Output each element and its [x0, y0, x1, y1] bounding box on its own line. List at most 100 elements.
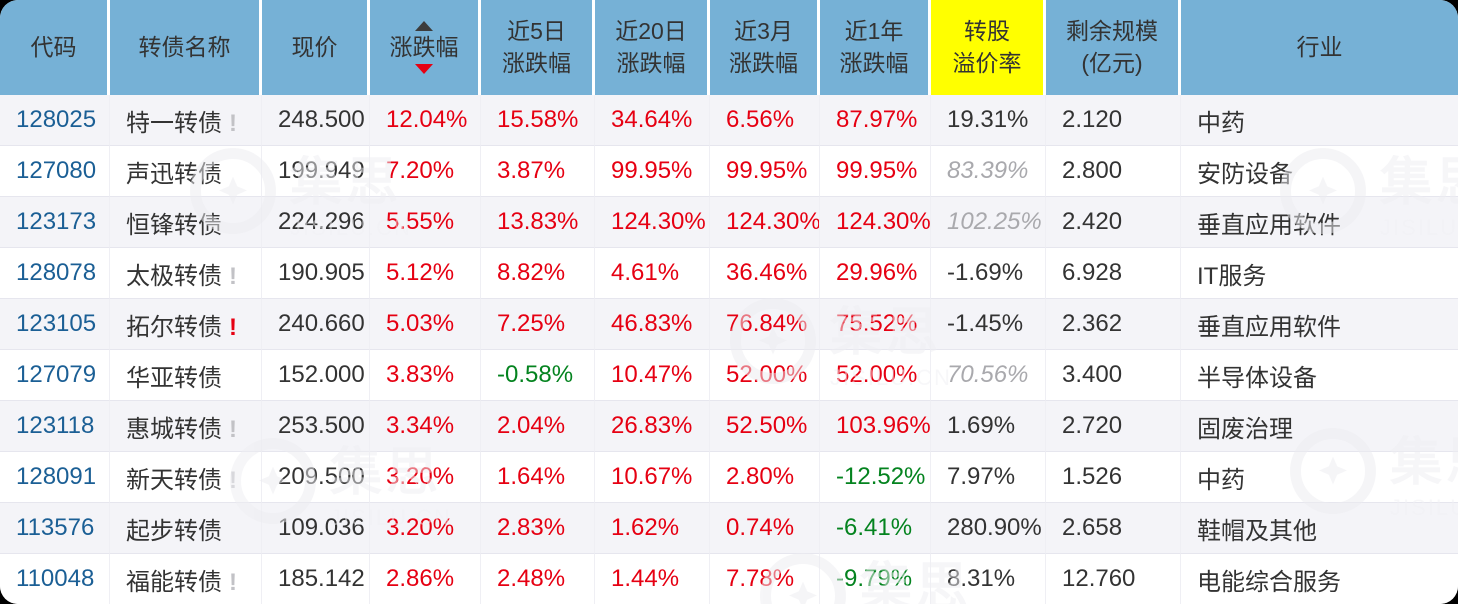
cell-industry: 中药 — [1181, 452, 1458, 503]
column-header-industry[interactable]: 行业 — [1181, 0, 1458, 95]
cell-price: 190.905 — [262, 248, 370, 299]
cell-size: 2.800 — [1046, 146, 1181, 197]
cell-chg3m: 124.30% — [710, 197, 820, 248]
cell-chg1y: 75.52% — [820, 299, 931, 350]
bond-name: 华亚转债 — [126, 364, 222, 392]
cell-size: 2.420 — [1046, 197, 1181, 248]
alert-mark-icon: ! — [229, 262, 237, 290]
cell-code[interactable]: 110048 — [0, 554, 110, 604]
bond-name: 惠城转债 — [126, 415, 222, 443]
cell-chg: 3.83% — [370, 350, 481, 401]
cell-size: 6.928 — [1046, 248, 1181, 299]
cell-code[interactable]: 127079 — [0, 350, 110, 401]
column-header-chg5[interactable]: 近5日 涨跌幅 — [481, 0, 595, 95]
cell-code[interactable]: 128091 — [0, 452, 110, 503]
cell-code[interactable]: 123118 — [0, 401, 110, 452]
cell-code[interactable]: 113576 — [0, 503, 110, 554]
column-header-chg[interactable]: 涨跌幅 — [370, 0, 481, 95]
cell-premium: 280.90% — [931, 503, 1046, 554]
cell-price: 185.142 — [262, 554, 370, 604]
cell-chg20: 10.47% — [595, 350, 710, 401]
cell-chg1y: 124.30% — [820, 197, 931, 248]
cell-chg5: 3.87% — [481, 146, 595, 197]
cell-chg1y: 103.96% — [820, 401, 931, 452]
cell-industry: 电能综合服务 — [1181, 554, 1458, 604]
column-header-price[interactable]: 现价 — [262, 0, 370, 95]
alert-mark-icon: ! — [229, 568, 237, 596]
cell-industry: 固废治理 — [1181, 401, 1458, 452]
cell-name: 华亚转债 — [110, 350, 262, 401]
cell-premium: 19.31% — [931, 95, 1046, 146]
table-row: 113576 起步转债 109.036 3.20% 2.83% 1.62% 0.74% -6.… — [0, 503, 1458, 554]
column-header-chg1y[interactable]: 近1年 涨跌幅 — [820, 0, 931, 95]
cell-name: 起步转债 — [110, 503, 262, 554]
cell-price: 240.660 — [262, 299, 370, 350]
table-row: 123118 惠城转债! 253.500 3.34% 2.04% 26.83% 52.50%… — [0, 401, 1458, 452]
cell-name: 拓尔转债! — [110, 299, 262, 350]
cell-chg5: 7.25% — [481, 299, 595, 350]
cell-premium: 1.69% — [931, 401, 1046, 452]
cell-size: 2.120 — [1046, 95, 1181, 146]
cell-size: 2.720 — [1046, 401, 1181, 452]
cell-industry: 鞋帽及其他 — [1181, 503, 1458, 554]
cell-name: 恒锋转债 — [110, 197, 262, 248]
cell-chg20: 46.83% — [595, 299, 710, 350]
cell-chg1y: 52.00% — [820, 350, 931, 401]
sort-desc-icon-active — [415, 64, 433, 75]
cell-chg5: 15.58% — [481, 95, 595, 146]
cell-name: 新天转债! — [110, 452, 262, 503]
cell-chg: 3.34% — [370, 401, 481, 452]
cell-premium: 102.25% — [931, 197, 1046, 248]
bond-name: 拓尔转债 — [126, 313, 222, 341]
cell-code[interactable]: 123173 — [0, 197, 110, 248]
cell-chg: 12.04% — [370, 95, 481, 146]
cell-chg: 3.20% — [370, 503, 481, 554]
cell-chg5: 1.64% — [481, 452, 595, 503]
cell-chg: 7.20% — [370, 146, 481, 197]
cell-chg20: 124.30% — [595, 197, 710, 248]
cell-name: 特一转债! — [110, 95, 262, 146]
cell-price: 209.500 — [262, 452, 370, 503]
cell-premium: -1.45% — [931, 299, 1046, 350]
cell-size: 2.362 — [1046, 299, 1181, 350]
cell-price: 248.500 — [262, 95, 370, 146]
cell-chg1y: -12.52% — [820, 452, 931, 503]
table-row: 128025 特一转债! 248.500 12.04% 15.58% 34.64% 6.56… — [0, 95, 1458, 146]
cell-size: 1.526 — [1046, 452, 1181, 503]
cell-chg5: 2.48% — [481, 554, 595, 604]
cell-chg: 2.86% — [370, 554, 481, 604]
cell-size: 3.400 — [1046, 350, 1181, 401]
column-header-name[interactable]: 转债名称 — [110, 0, 262, 95]
table-header: 代码 转债名称 现价 涨跌幅 近5日 涨跌幅 近20日 涨跌幅 近3月 涨跌幅 近1年 涨跌幅… — [0, 0, 1458, 95]
cell-industry: 垂直应用软件 — [1181, 299, 1458, 350]
column-header-chg3m[interactable]: 近3月 涨跌幅 — [710, 0, 820, 95]
cell-chg: 3.20% — [370, 452, 481, 503]
table-row: 128091 新天转债! 209.500 3.20% 1.64% 10.67% 2.80% -… — [0, 452, 1458, 503]
cell-price: 199.949 — [262, 146, 370, 197]
cell-industry: 中药 — [1181, 95, 1458, 146]
cell-chg1y: -6.41% — [820, 503, 931, 554]
cell-chg3m: 36.46% — [710, 248, 820, 299]
table-row: 127079 华亚转债 152.000 3.83% -0.58% 10.47% 52.00%… — [0, 350, 1458, 401]
cell-price: 253.500 — [262, 401, 370, 452]
cell-code[interactable]: 127080 — [0, 146, 110, 197]
cell-premium: 70.56% — [931, 350, 1046, 401]
cell-code[interactable]: 128078 — [0, 248, 110, 299]
column-header-code[interactable]: 代码 — [0, 0, 110, 95]
cell-chg3m: 52.50% — [710, 401, 820, 452]
cell-premium: -1.69% — [931, 248, 1046, 299]
column-header-chg20[interactable]: 近20日 涨跌幅 — [595, 0, 710, 95]
cell-chg5: 13.83% — [481, 197, 595, 248]
cell-code[interactable]: 123105 — [0, 299, 110, 350]
bond-name: 特一转债 — [126, 109, 222, 137]
cell-chg20: 26.83% — [595, 401, 710, 452]
column-header-size[interactable]: 剩余规模 (亿元) — [1046, 0, 1181, 95]
cell-chg5: -0.58% — [481, 350, 595, 401]
cell-industry: 垂直应用软件 — [1181, 197, 1458, 248]
column-header-premium[interactable]: 转股 溢价率 — [931, 0, 1046, 95]
cell-code[interactable]: 128025 — [0, 95, 110, 146]
cell-chg: 5.03% — [370, 299, 481, 350]
cell-chg: 5.12% — [370, 248, 481, 299]
